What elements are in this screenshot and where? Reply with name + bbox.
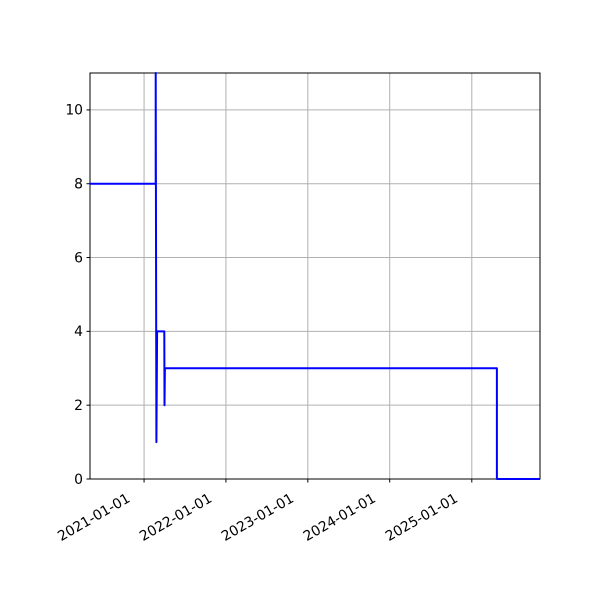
x-tick-label: 2024-01-01	[301, 491, 379, 545]
y-tick-label: 2	[74, 398, 83, 414]
series-line	[90, 72, 540, 480]
x-tick-label: 2021-01-01	[55, 491, 133, 545]
plot-border	[89, 72, 541, 480]
y-tick-label: 6	[74, 250, 83, 266]
y-tick-label: 0	[74, 472, 83, 488]
y-tick-label: 10	[65, 103, 83, 119]
data-line	[90, 72, 540, 480]
x-tick-label: 2025-01-01	[383, 491, 461, 545]
axis-ticks	[86, 109, 473, 483]
x-tick-label: 2022-01-01	[137, 491, 215, 545]
y-tick-label: 8	[74, 177, 83, 193]
x-tick-label: 2023-01-01	[219, 491, 297, 545]
y-tick-label: 4	[74, 324, 83, 340]
axes-spines	[89, 72, 541, 480]
